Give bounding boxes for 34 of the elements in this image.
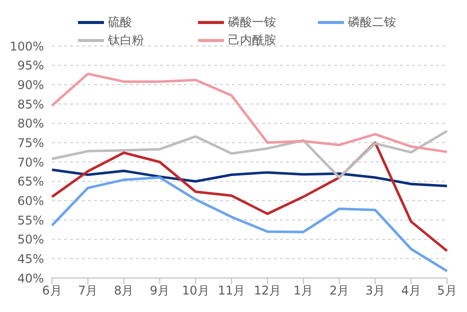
line-series <box>50 168 448 188</box>
y-tick-label: 100% <box>10 39 44 54</box>
x-tick-label: 10月 <box>182 284 210 298</box>
x-tick-label: 6月 <box>42 284 62 298</box>
x-tick-label: 1月 <box>294 284 314 298</box>
y-tick-label: 45% <box>17 252 44 266</box>
line-series <box>50 72 448 154</box>
legend-label: 磷酸一铵 <box>228 14 276 31</box>
y-tick-label: 40% <box>17 271 44 286</box>
y-tick-label: 50% <box>17 232 44 247</box>
y-tick-label: 55% <box>17 213 44 228</box>
x-tick-label: 9月 <box>150 284 170 298</box>
x-tick-label: 12月 <box>254 284 282 298</box>
y-tick-label: 65% <box>17 174 44 189</box>
y-tick-label: 70% <box>17 155 44 170</box>
x-tick-label: 7月 <box>78 284 98 298</box>
x-tick-label: 11月 <box>218 284 246 298</box>
legend-label: 钛白粉 <box>108 32 144 49</box>
x-tick-label: 5月 <box>437 284 457 298</box>
x-tick-label: 3月 <box>365 284 385 298</box>
legend-label: 硫酸 <box>108 14 132 31</box>
line-series <box>50 176 448 272</box>
line-series <box>50 130 448 179</box>
x-tick-label: 8月 <box>114 284 134 298</box>
x-tick-label: 4月 <box>401 284 421 298</box>
x-tick-label: 2月 <box>329 284 350 298</box>
legend-label: 己内酰胺 <box>228 32 276 49</box>
y-tick-label: 95% <box>17 58 44 73</box>
y-tick-label: 90% <box>17 78 44 92</box>
y-tick-label: 75% <box>17 136 44 150</box>
y-tick-label: 85% <box>17 97 44 112</box>
y-tick-label: 60% <box>17 194 44 208</box>
legend-label: 磷酸二铵 <box>348 14 396 31</box>
y-tick-label: 80% <box>17 116 44 131</box>
